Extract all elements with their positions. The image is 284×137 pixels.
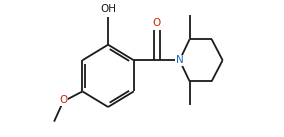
Text: OH: OH bbox=[100, 4, 116, 14]
Text: O: O bbox=[152, 18, 160, 28]
Text: N: N bbox=[176, 55, 183, 65]
Text: O: O bbox=[59, 95, 68, 105]
